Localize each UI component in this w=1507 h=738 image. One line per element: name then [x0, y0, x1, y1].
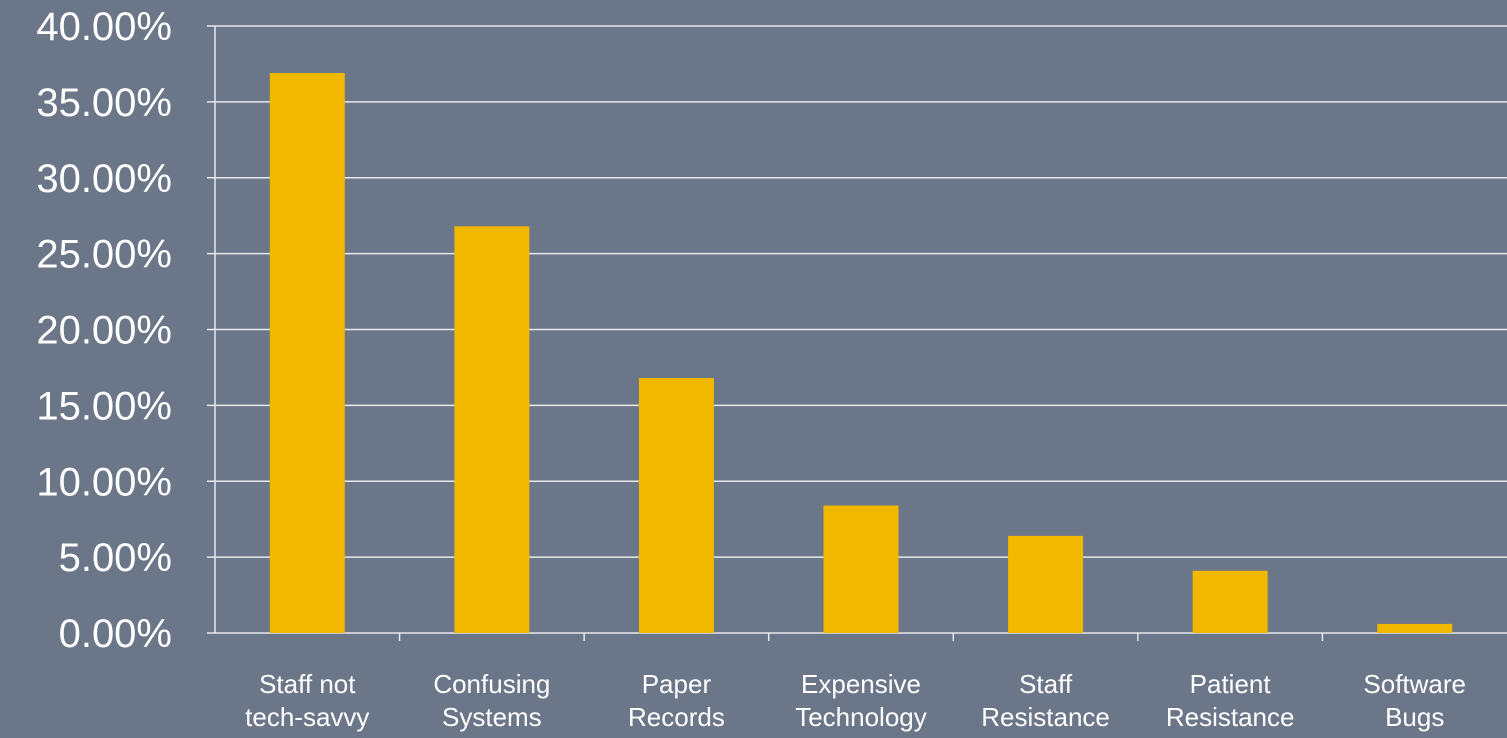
bar — [1377, 623, 1453, 633]
bar — [454, 226, 530, 633]
y-tick-label: 30.00% — [36, 157, 172, 201]
bars — [269, 73, 1453, 634]
y-tick-label: 10.00% — [36, 460, 172, 504]
bar — [1192, 570, 1268, 633]
y-tick-label: 15.00% — [36, 384, 172, 428]
y-tick-label: 35.00% — [36, 81, 172, 125]
x-tick-label: Software Bugs — [1363, 669, 1466, 732]
x-tick-label: Confusing Systems — [433, 669, 550, 732]
x-tick-label: Patient Resistance — [1166, 669, 1295, 732]
y-tick-label: 0.00% — [59, 612, 172, 656]
bar — [638, 378, 714, 633]
gridlines — [215, 25, 1507, 558]
bar — [823, 505, 899, 633]
y-tick-label: 25.00% — [36, 233, 172, 277]
x-tick-label: Staff Resistance — [981, 669, 1110, 732]
y-tick-label: 40.00% — [36, 5, 172, 49]
bar — [269, 73, 345, 634]
y-tick-label: 20.00% — [36, 309, 172, 353]
x-tick-label: Staff not tech-savvy — [245, 669, 369, 732]
x-tick-label: Paper Records — [628, 669, 725, 732]
bar — [1008, 535, 1084, 633]
x-tick-label: Expensive Technology — [795, 669, 927, 732]
y-tick-label: 5.00% — [59, 536, 172, 580]
y-axis-tick-labels: 0.00% 5.00% 10.00% 15.00% 20.00% 25.00% 30.00%… — [36, 5, 172, 656]
x-axis-tick-labels: Staff not tech-savvy Confusing Systems Paper… — [245, 669, 1466, 732]
